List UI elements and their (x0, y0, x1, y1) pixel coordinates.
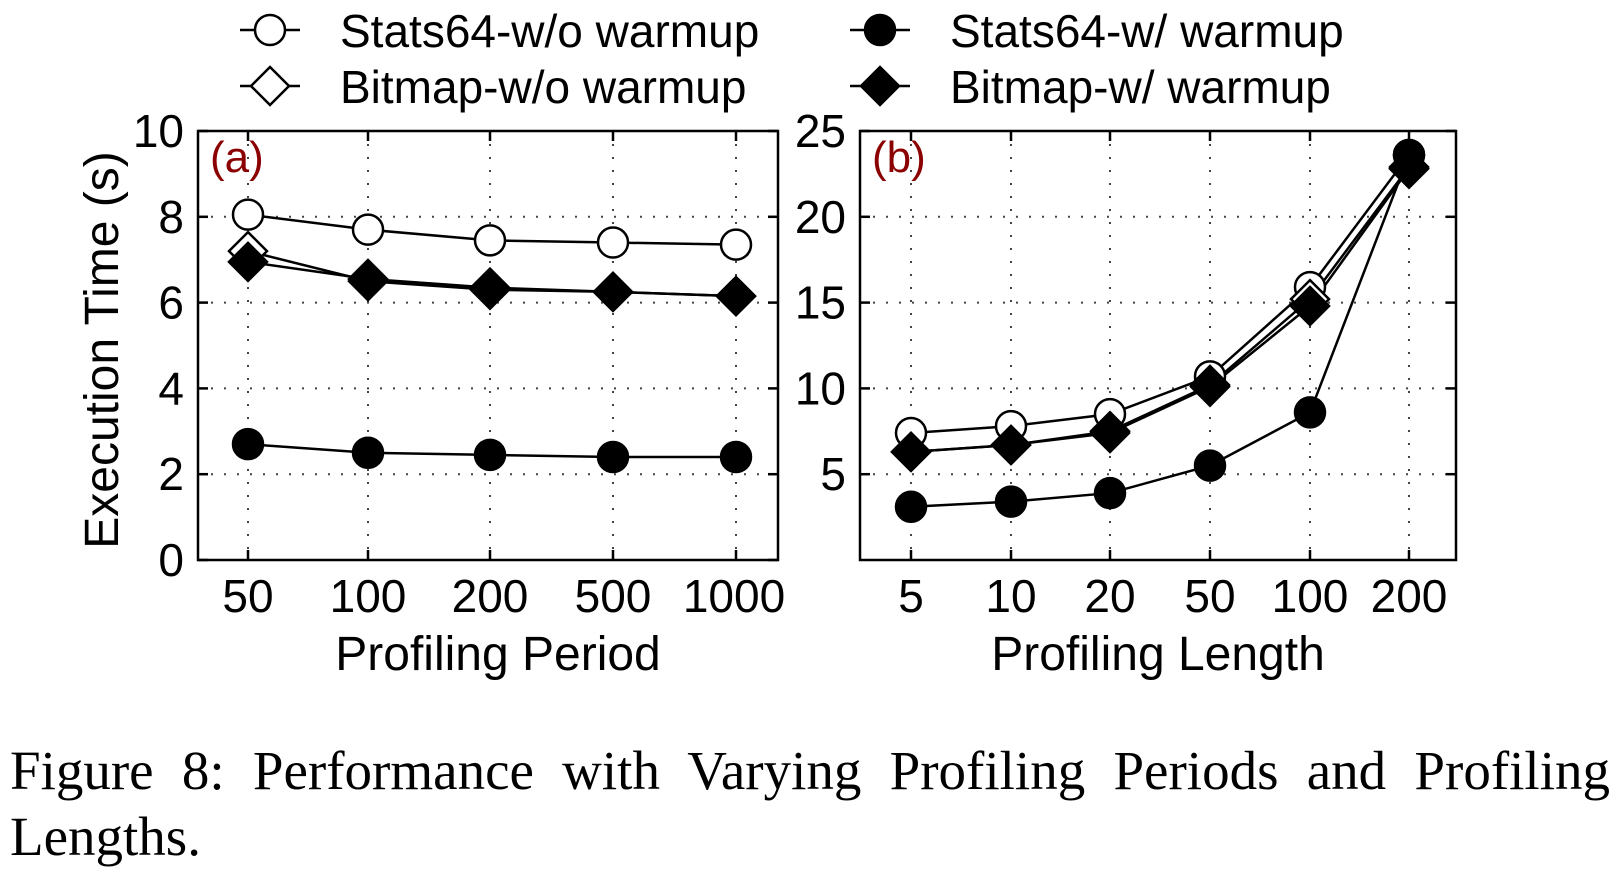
panel-b-series-bitmap-w-warmup-line (910, 168, 1411, 454)
panel-b-point-bitmap-w-warmup-0 (890, 431, 932, 473)
panel-b-xtick-label-5: 200 (1371, 570, 1448, 622)
panel-a-point-stats64-w-o-warmup-1 (351, 213, 385, 246)
panel-a-plot-frame (196, 129, 780, 562)
legend-bitmap-w-warmup-marker (859, 65, 901, 107)
panel-b-point-stats64-w-warmup-2 (1093, 476, 1127, 510)
panel-b-point-stats64-w-warmup-5 (1392, 138, 1426, 172)
panel-a-point-stats64-w-o-warmup-4 (719, 228, 753, 261)
panel-a-xtick-label-3: 500 (575, 570, 652, 622)
panel-b-point-bitmap-w-warmup-2 (1089, 412, 1131, 454)
panel-b-panel-label: (b) (872, 133, 926, 182)
legend-bitmap-w-o-warmup-marker (249, 65, 291, 107)
panel-b-point-bitmap-w-warmup-4 (1289, 285, 1331, 327)
panel-a-point-stats64-w-warmup-3 (596, 440, 630, 474)
panel-a-point-stats64-w-warmup-0 (231, 427, 265, 461)
panel-a-xtick-label-2: 200 (452, 570, 529, 622)
panel-b-point-stats64-w-warmup-3 (1193, 449, 1227, 482)
legend-bitmap-w-warmup-label: Bitmap-w/ warmup (950, 61, 1331, 113)
panel-a-point-stats64-w-o-warmup-0 (231, 198, 265, 231)
panel-b-ytick-label-1: 10 (795, 362, 846, 414)
panel-b-point-bitmap-w-warmup-3 (1189, 365, 1231, 408)
panel-a-ytick-label-5: 10 (133, 105, 184, 157)
panel-a-panel-label: (a) (210, 133, 264, 182)
panel-a-ytick-label-3: 6 (158, 277, 184, 329)
figure-caption: Figure 8: Performance with Varying Profi… (10, 740, 1610, 867)
panel-b-point-bitmap-w-warmup-1 (990, 424, 1032, 466)
panel-b-xtick-label-2: 20 (1084, 570, 1135, 622)
panel-a-point-bitmap-w-warmup-2 (469, 266, 511, 309)
panel-b-series-stats64-w-warmup-line (910, 154, 1411, 509)
panel-a-point-stats64-w-warmup-2 (473, 438, 507, 472)
panel-b-series-stats64-w-o-warmup-line (910, 154, 1411, 435)
panel-b-ytick-label-0: 5 (820, 448, 846, 500)
legend-stats64-w-o-warmup-label: Stats64-w/o warmup (340, 5, 759, 57)
panel-b-point-stats64-w-warmup-0 (894, 490, 928, 524)
legend-stats64-w-warmup-marker (863, 13, 897, 47)
panel-b-point-stats64-w-warmup-1 (994, 485, 1028, 518)
panel-a-ytick-label-0: 0 (158, 534, 184, 586)
panel-b-plot-frame (858, 129, 1458, 562)
panel-b: 5 10 15 20 25 5 10 20 50 100 200 Profiling Length (b… (795, 105, 1458, 681)
panel-b-xtick-label-3: 50 (1184, 570, 1235, 622)
legend: Stats64-w/o warmup Stats64-w/ warmupBitma… (240, 5, 1344, 113)
panel-a-ytick-label-1: 2 (158, 448, 184, 500)
panel-a: 0 2 4 6 8 10 50 100 200 500 1000 Profiling Period (a… (133, 105, 785, 681)
panel-a-xtick-label-1: 100 (330, 570, 407, 622)
panel-a-point-bitmap-w-warmup-3 (592, 271, 634, 313)
panel-a-point-stats64-w-warmup-4 (719, 440, 753, 474)
y-axis-label: Execution Time (s) (76, 151, 129, 548)
panel-a-ytick-label-4: 8 (158, 191, 184, 243)
figure: Stats64-w/o warmup Stats64-w/ warmupBitma… (76, 5, 1458, 681)
panel-b-ytick-label-4: 25 (795, 105, 846, 157)
legend-stats64-w-o-warmup-marker (253, 13, 287, 47)
legend-stats64-w-warmup-label: Stats64-w/ warmup (950, 5, 1344, 57)
panel-b-x-axis-label: Profiling Length (991, 628, 1325, 681)
panel-a-point-stats64-w-warmup-1 (351, 436, 385, 469)
panel-a-xtick-label-4: 1000 (683, 570, 785, 622)
panel-a-ytick-label-2: 4 (158, 362, 184, 414)
panel-a-point-bitmap-w-warmup-4 (715, 275, 757, 317)
panel-a-x-axis-label: Profiling Period (335, 628, 661, 681)
panel-b-xtick-label-4: 100 (1272, 570, 1349, 622)
panel-a-point-stats64-w-o-warmup-2 (473, 224, 507, 257)
panel-a-point-bitmap-w-warmup-0 (227, 241, 269, 283)
panel-b-point-stats64-w-warmup-4 (1293, 396, 1327, 429)
panel-a-xtick-label-0: 50 (222, 570, 273, 622)
panel-a-point-stats64-w-o-warmup-3 (596, 226, 630, 259)
panel-b-xtick-label-1: 10 (985, 570, 1036, 622)
panel-a-point-bitmap-w-warmup-1 (347, 258, 389, 300)
legend-bitmap-w-o-warmup-label: Bitmap-w/o warmup (340, 61, 746, 113)
panel-b-xtick-label-0: 5 (898, 570, 924, 622)
panel-b-ytick-label-2: 15 (795, 277, 846, 329)
panel-b-ytick-label-3: 20 (795, 191, 846, 243)
